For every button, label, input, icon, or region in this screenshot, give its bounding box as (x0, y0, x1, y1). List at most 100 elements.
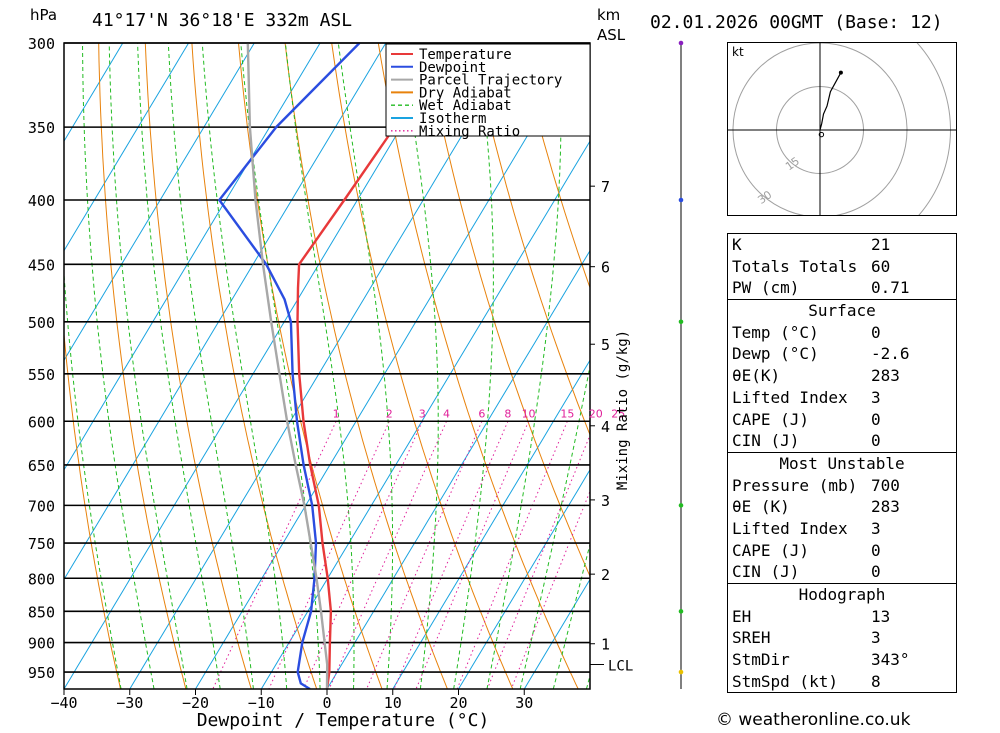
x-tick-label: −20 (182, 694, 209, 712)
wet-adiabat-line (486, 43, 562, 689)
isotherm-line (195, 43, 584, 689)
isotherm-line (129, 43, 518, 689)
wet-adiabat-line (337, 43, 394, 689)
isotherm-line (326, 249, 590, 689)
km-tick-label: 4 (601, 418, 610, 436)
legend-label: Wet Adiabat (419, 98, 512, 114)
km-tick-label: 7 (601, 178, 610, 196)
legend-label: Temperature (419, 47, 512, 63)
x-tick-label: −40 (50, 694, 77, 712)
km-tick-label: 3 (601, 492, 610, 510)
dry-adiabat-line (144, 43, 252, 689)
wind-level-dot (678, 319, 684, 325)
wet-adiabat-line (240, 43, 321, 689)
isotherm-line (392, 359, 590, 689)
dry-adiabat-line (471, 43, 590, 437)
dry-adiabat-line (984, 43, 1000, 689)
dry-adiabat-line (238, 43, 383, 689)
asl-unit-label: ASL (597, 26, 626, 44)
most-unstable-heading: Most Unstable (728, 451, 956, 475)
pressure-tick-label: 700 (28, 497, 55, 515)
isotherm-line (64, 43, 124, 143)
wet-adiabat-line (519, 363, 590, 689)
wind-level-dot (678, 40, 684, 46)
mixing-ratio-value-label: 3 (419, 407, 426, 420)
pressure-tick-label: 800 (28, 570, 55, 588)
wet-adiabat-line (201, 43, 288, 689)
mixing-ratio-value-label: 4 (443, 407, 450, 420)
legend-label: Isotherm (419, 111, 486, 127)
pressure-tick-label: 400 (28, 192, 55, 210)
wet-adiabat-line (64, 267, 122, 689)
km-unit-label: km (597, 6, 621, 24)
lcl-label: LCL (608, 659, 633, 675)
surface-row-thetae: θE(K) 283 (732, 366, 900, 386)
mixing-ratio-value-label: 20 (589, 407, 603, 420)
mixing-ratio-axis-label: Mixing Ratio (g/kg) (615, 330, 631, 490)
km-tick-label: 6 (601, 259, 610, 277)
wet-adiabat-line (284, 43, 355, 689)
isotherm-line (64, 43, 453, 689)
x-axis-title: Dewpoint / Temperature (°C) (197, 710, 490, 731)
hodograph-end-dot (838, 70, 843, 75)
storm-motion-marker (818, 131, 825, 138)
surface-row-li: Lifted Index 3 (732, 387, 881, 407)
isotherm-line (64, 43, 190, 252)
legend-label: Dewpoint (419, 60, 486, 76)
pressure-tick-label: 450 (28, 256, 55, 274)
mixing-ratio-line (456, 421, 568, 689)
pressure-tick-label: 850 (28, 603, 55, 621)
legend-box (385, 43, 591, 137)
wet-adiabat-line (137, 43, 221, 689)
hodograph-box: kt 153045 (727, 42, 957, 216)
pressure-tick-label: 950 (28, 664, 55, 682)
hpa-unit-label: hPa (30, 6, 58, 24)
wet-adiabat-line (82, 43, 155, 689)
isotherm-line (458, 468, 590, 689)
hodograph-plot: 153045 (728, 43, 956, 215)
pressure-tick-label: 750 (28, 535, 55, 553)
wet-adiabat-line (453, 43, 494, 689)
x-tick-label: 30 (515, 694, 533, 712)
temperature-profile-line (296, 43, 447, 689)
legend-label: Mixing Ratio (419, 124, 520, 140)
mu-row-pressure: Pressure (mb) 700 (732, 475, 900, 495)
mixing-ratio-line (486, 434, 590, 689)
isotherm-line (64, 43, 321, 471)
hodograph-ring (916, 43, 951, 215)
dry-adiabat-line (517, 43, 590, 290)
dry-adiabat-line (98, 43, 187, 689)
wet-adiabat-line (401, 43, 439, 689)
mu-row-cape: CAPE (J) 0 (732, 540, 881, 560)
km-tick-label: 5 (601, 336, 610, 354)
km-tick-label: 2 (601, 566, 610, 584)
legend-label: Parcel Trajectory (419, 73, 562, 89)
index-row-k: K 21 (732, 235, 891, 254)
copyright-link[interactable]: © weatheronline.co.uk (716, 710, 911, 730)
isotherm-line (64, 43, 255, 362)
surface-row-dewp: Dewp (°C) -2.6 (732, 344, 910, 364)
pressure-tick-label: 550 (28, 366, 55, 384)
hodo-row-stmspd: StmSpd (kt) 8 (732, 671, 881, 691)
hodo-row-stmdir: StmDir 343° (732, 650, 910, 670)
pressure-tick-label: 900 (28, 635, 55, 653)
x-tick-label: −10 (248, 694, 275, 712)
index-row-totals: Totals Totals 60 (732, 256, 891, 276)
location-title: 41°17'N 36°18'E 332m ASL (92, 10, 353, 31)
legend-label: Dry Adiabat (419, 85, 512, 101)
surface-row-cape: CAPE (J) 0 (732, 409, 881, 429)
wind-level-dot (678, 503, 684, 508)
hodograph-heading: Hodograph (728, 583, 956, 606)
hodograph-unit-label: kt (732, 45, 744, 59)
mixing-ratio-line (393, 421, 509, 689)
mixing-ratio-value-label: 2 (386, 407, 393, 420)
pressure-tick-label: 600 (28, 413, 55, 431)
surface-row-temp: Temp (°C) 0 (732, 322, 881, 342)
pressure-tick-label: 350 (28, 119, 55, 137)
pressure-tick-label: 500 (28, 314, 55, 332)
wind-level-dot (678, 197, 684, 203)
isotherm-line (260, 140, 590, 689)
hodograph-trace (819, 72, 842, 131)
dry-adiabat-line (284, 43, 448, 689)
